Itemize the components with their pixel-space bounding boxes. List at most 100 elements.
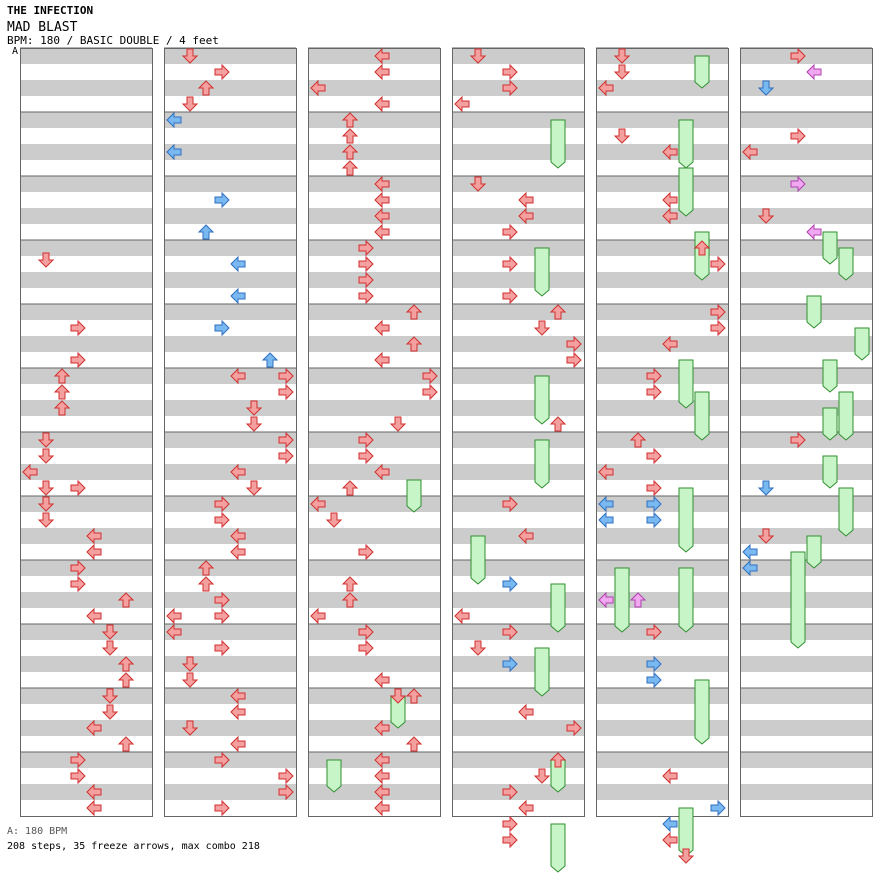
step-arrow-icon <box>502 623 518 641</box>
beat-stripe <box>20 784 152 800</box>
beat-stripe <box>164 784 296 800</box>
step-arrow-icon <box>358 271 374 289</box>
beat-stripe <box>452 272 584 288</box>
step-arrow-icon <box>278 383 294 401</box>
beat-stripe <box>740 656 872 672</box>
beat-stripe <box>596 272 728 288</box>
step-arrow-icon <box>549 304 567 320</box>
step-arrow-icon <box>341 128 359 144</box>
step-arrow-icon <box>598 463 614 481</box>
step-arrow-icon <box>86 719 102 737</box>
step-arrow-icon <box>566 719 582 737</box>
freeze-arrow <box>678 487 694 553</box>
step-arrow-icon <box>214 591 230 609</box>
step-arrow-icon <box>230 255 246 273</box>
column-frame <box>740 48 873 817</box>
beat-stripe <box>164 688 296 704</box>
beat-stripe <box>596 336 728 352</box>
beat-stripe <box>20 400 152 416</box>
step-arrow-icon <box>757 528 775 544</box>
beat-stripe <box>452 208 584 224</box>
beat-stripe <box>20 272 152 288</box>
step-arrow-icon <box>230 463 246 481</box>
step-arrow-icon <box>358 287 374 305</box>
step-arrow-icon <box>278 367 294 385</box>
freeze-arrow <box>822 407 838 441</box>
step-arrow-icon <box>806 63 822 81</box>
beat-stripe <box>308 432 440 448</box>
step-arrow-icon <box>710 319 726 337</box>
step-arrow-icon <box>662 191 678 209</box>
step-arrow-icon <box>646 671 662 689</box>
step-arrow-icon <box>278 767 294 785</box>
step-arrow-icon <box>374 351 390 369</box>
step-arrow-icon <box>533 768 551 784</box>
beat-stripe <box>452 496 584 512</box>
beat-stripe <box>20 48 152 64</box>
step-arrow-icon <box>613 64 631 80</box>
step-arrow-icon <box>166 607 182 625</box>
step-arrow-icon <box>341 144 359 160</box>
bpm-legend: A: 180 BPM <box>7 826 68 837</box>
step-arrow-icon <box>214 511 230 529</box>
beat-stripe <box>308 208 440 224</box>
beat-stripe <box>20 624 152 640</box>
beat-stripe <box>308 368 440 384</box>
step-arrow-icon <box>646 511 662 529</box>
beat-stripe <box>308 176 440 192</box>
step-arrow-icon <box>518 799 534 817</box>
beat-stripe <box>740 176 872 192</box>
beat-stripe <box>20 176 152 192</box>
step-arrow-icon <box>70 751 86 769</box>
step-arrow-icon <box>549 416 567 432</box>
beat-stripe <box>308 528 440 544</box>
step-arrow-icon <box>278 447 294 465</box>
beat-stripe <box>740 464 872 480</box>
beat-stripe <box>20 752 152 768</box>
beat-stripe <box>596 784 728 800</box>
step-arrow-icon <box>502 287 518 305</box>
freeze-arrow <box>790 551 806 649</box>
step-arrow-icon <box>405 736 423 752</box>
beat-stripe <box>740 144 872 160</box>
step-arrow-icon <box>469 176 487 192</box>
freeze-arrow <box>822 455 838 489</box>
freeze-arrow <box>822 359 838 393</box>
step-arrow-icon <box>454 95 470 113</box>
step-arrow-icon <box>53 400 71 416</box>
beat-stripe <box>20 560 152 576</box>
beat-stripe <box>164 144 296 160</box>
freeze-arrow <box>838 391 854 441</box>
beat-stripe <box>20 656 152 672</box>
step-arrow-icon <box>181 96 199 112</box>
step-arrow-icon <box>469 640 487 656</box>
beat-stripe <box>596 464 728 480</box>
step-arrow-icon <box>646 495 662 513</box>
beat-stripe <box>308 784 440 800</box>
beat-stripe <box>164 432 296 448</box>
step-arrow-icon <box>502 79 518 97</box>
step-arrow-icon <box>22 463 38 481</box>
step-arrow-icon <box>598 495 614 513</box>
step-arrow-icon <box>53 384 71 400</box>
step-arrow-icon <box>374 319 390 337</box>
step-arrow-icon <box>230 543 246 561</box>
step-arrow-icon <box>566 351 582 369</box>
beat-stripe <box>740 784 872 800</box>
beat-stripe <box>20 336 152 352</box>
beat-stripe <box>596 144 728 160</box>
step-arrow-icon <box>422 367 438 385</box>
beat-stripe <box>596 432 728 448</box>
step-arrow-icon <box>214 639 230 657</box>
beat-stripe <box>452 624 584 640</box>
step-arrow-icon <box>341 576 359 592</box>
step-arrow-icon <box>310 79 326 97</box>
step-arrow-icon <box>533 320 551 336</box>
beat-stripe <box>164 656 296 672</box>
beat-stripe <box>740 336 872 352</box>
song-title: THE INFECTION <box>7 4 94 17</box>
step-arrow-icon <box>214 495 230 513</box>
step-arrow-icon <box>341 592 359 608</box>
step-arrow-icon <box>757 80 775 96</box>
step-arrow-icon <box>37 252 55 268</box>
